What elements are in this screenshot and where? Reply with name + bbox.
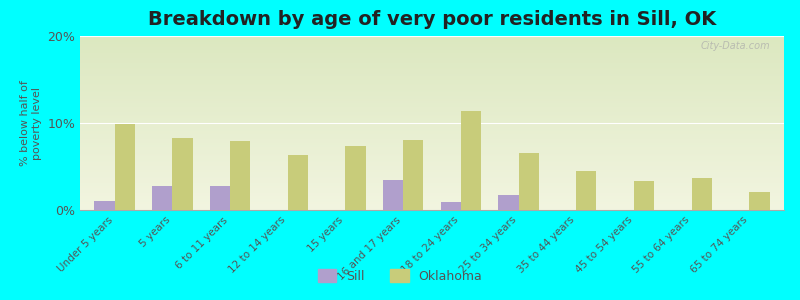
- Bar: [94, 201, 114, 210]
- Bar: [461, 111, 481, 210]
- Text: City-Data.com: City-Data.com: [700, 41, 770, 51]
- Bar: [692, 178, 712, 210]
- Bar: [518, 153, 538, 210]
- Bar: [210, 186, 230, 210]
- Bar: [288, 155, 308, 210]
- Bar: [750, 192, 770, 210]
- Legend: Sill, Oklahoma: Sill, Oklahoma: [313, 264, 487, 288]
- Y-axis label: % below half of
poverty level: % below half of poverty level: [20, 80, 42, 166]
- Bar: [346, 146, 366, 210]
- Bar: [576, 171, 597, 210]
- Bar: [383, 179, 403, 210]
- Bar: [403, 140, 423, 210]
- Bar: [172, 138, 193, 210]
- Bar: [498, 195, 518, 210]
- Bar: [634, 181, 654, 210]
- Bar: [230, 141, 250, 210]
- Bar: [152, 186, 172, 210]
- Title: Breakdown by age of very poor residents in Sill, OK: Breakdown by age of very poor residents …: [148, 10, 716, 29]
- Bar: [441, 202, 461, 210]
- Bar: [114, 124, 135, 210]
